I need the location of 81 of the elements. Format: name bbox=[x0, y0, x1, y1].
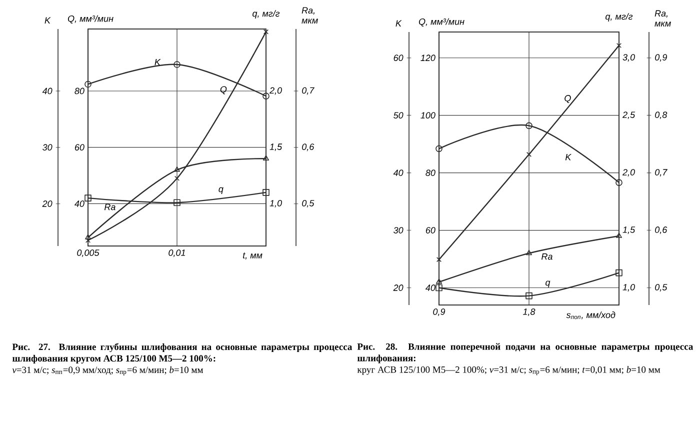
text: Рис. 28. Влияние поперечной подачи на основные параметры процесса шлифования: bbox=[357, 343, 694, 364]
y2-axis-title: Ra, мкм bbox=[654, 10, 671, 26]
y-tick-label: 1,0 bbox=[270, 200, 282, 208]
y2-axis-title: Ra, мкм bbox=[302, 7, 318, 24]
point bbox=[616, 42, 622, 48]
series-label: Q bbox=[220, 86, 227, 94]
point bbox=[84, 80, 92, 88]
point bbox=[616, 232, 622, 238]
y-tick-label: 50 bbox=[394, 112, 404, 119]
point bbox=[263, 155, 270, 161]
point bbox=[436, 145, 442, 152]
point bbox=[84, 194, 92, 202]
y-tick-label: 40 bbox=[42, 88, 52, 94]
y2-tick-label: 60 bbox=[74, 144, 84, 151]
y2-tick-label: 120 bbox=[420, 54, 436, 62]
point bbox=[526, 152, 532, 157]
series-label: q bbox=[218, 187, 224, 194]
y2-tick-label: 0,5 bbox=[302, 200, 314, 208]
y-tick-label: 20 bbox=[393, 284, 404, 291]
y-tick-label: 1,5 bbox=[270, 144, 282, 152]
point bbox=[174, 61, 180, 68]
y-tick-label: 1,0 bbox=[622, 284, 635, 292]
series-label: Ra bbox=[104, 204, 116, 210]
y2-tick-label: 0,7 bbox=[302, 87, 314, 95]
x-tick-label: 0,005 bbox=[77, 250, 100, 257]
point bbox=[616, 269, 622, 276]
point bbox=[85, 234, 92, 240]
y-axis-title: K bbox=[396, 20, 402, 26]
point bbox=[263, 29, 269, 34]
y-tick-label: 2,0 bbox=[269, 87, 282, 95]
point bbox=[262, 189, 270, 196]
series-label: K bbox=[565, 154, 572, 160]
y2-tick-label: 0,6 bbox=[302, 144, 314, 152]
y2-tick-label: 60 bbox=[426, 227, 436, 234]
y-tick-label: 30 bbox=[42, 144, 52, 151]
y-tick-label: 30 bbox=[394, 227, 404, 234]
y-tick-label: 2,0 bbox=[622, 169, 635, 177]
point bbox=[174, 166, 180, 172]
point bbox=[436, 278, 442, 284]
y-axis-title: K bbox=[44, 17, 51, 24]
y2-tick-label: 0,5 bbox=[655, 284, 668, 292]
point bbox=[262, 92, 270, 100]
point bbox=[526, 292, 532, 300]
y-tick-label: 2,5 bbox=[622, 112, 636, 120]
y2-tick-label: 40 bbox=[426, 284, 436, 291]
point bbox=[436, 284, 442, 292]
point bbox=[436, 257, 442, 262]
y2-tick-label: 40 bbox=[74, 200, 84, 207]
point bbox=[526, 122, 532, 130]
point bbox=[526, 250, 532, 256]
series-label: q bbox=[546, 280, 550, 288]
series-label: Q bbox=[564, 95, 571, 104]
text: круг АСВ 125/100 М5—2 100%; v=31 м/с; s$_{пр}$=6 м/мин; t=0,01 мм; b=10 мм bbox=[357, 366, 660, 376]
y2-tick-label: 100 bbox=[420, 112, 436, 119]
y-tick-label: 20 bbox=[42, 200, 52, 207]
y-tick-label: 40 bbox=[393, 170, 404, 176]
y2-axis-title: Q, мм³/мин bbox=[418, 18, 464, 26]
point bbox=[85, 238, 91, 243]
point bbox=[174, 199, 180, 206]
x-tick-label: 0,01 bbox=[168, 250, 186, 257]
y2-tick-label: 0,9 bbox=[655, 54, 667, 62]
x-axis-title: t, мм bbox=[243, 252, 262, 260]
text: Рис. 27. Влияние глубины шлифования на основные параметры процесса шлифования кругом АСВ 125/100 М5—2 100%: bbox=[12, 343, 352, 364]
y2-tick-label: 80 bbox=[426, 170, 436, 176]
y-axis-title: q, мг/г bbox=[252, 10, 280, 18]
y2-tick-label: 0,8 bbox=[655, 112, 668, 120]
x-tick-label: 1,8 bbox=[522, 308, 536, 316]
series-label: Ra bbox=[541, 253, 552, 260]
y2-tick-label: 0,6 bbox=[655, 226, 668, 234]
y-tick-label: 1,5 bbox=[622, 226, 636, 234]
y-tick-label: 3,0 bbox=[622, 54, 635, 62]
y-axis-title: q, мг/г bbox=[606, 13, 633, 22]
y-tick-label: 60 bbox=[394, 54, 404, 62]
x-axis-title: s$_{поп}$, мм/ход bbox=[566, 312, 616, 320]
y2-tick-label: 0,7 bbox=[655, 169, 668, 177]
y2-tick-label: 80 bbox=[74, 88, 84, 94]
point bbox=[174, 176, 180, 181]
text: v=31 м/с; s$_{пп}$=0,9 мм/ход; s$_{пр}$=6 м/мин; b=10 мм bbox=[12, 366, 204, 376]
series-label: K bbox=[154, 59, 161, 66]
y2-axis-title: Q, мм³/мин bbox=[68, 15, 114, 24]
point bbox=[616, 179, 622, 186]
